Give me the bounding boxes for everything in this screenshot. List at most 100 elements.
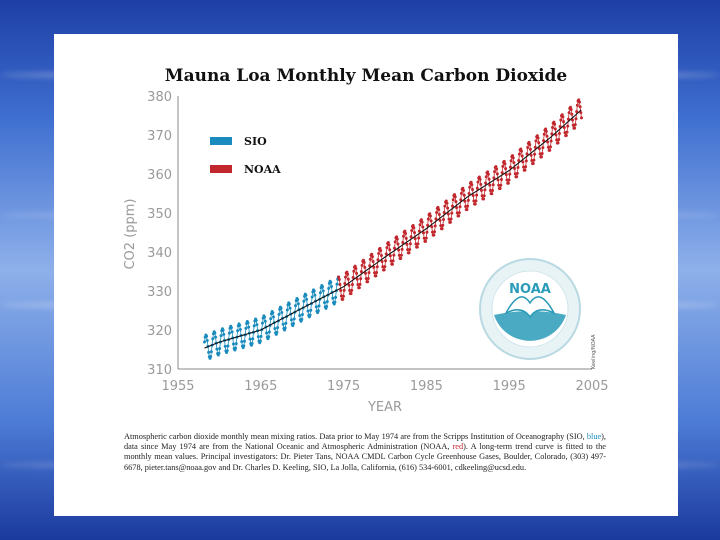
data-point-noaa [519,149,523,153]
data-point-noaa [491,183,495,187]
x-tick-label: 1965 [244,379,277,394]
data-point-sio [263,315,267,319]
data-point-noaa [529,153,533,157]
data-point-sio [335,282,339,286]
data-point-noaa [362,261,366,265]
data-point-noaa [517,152,521,156]
data-point-sio [313,293,317,297]
data-point-noaa [524,159,528,163]
data-point-noaa [387,243,391,247]
data-point-noaa [412,226,416,230]
data-point-noaa [370,255,374,259]
data-point-noaa [542,132,546,136]
data-point-noaa [366,276,370,280]
data-point-noaa [577,100,581,104]
data-point-noaa [337,277,341,281]
data-point-noaa [367,271,371,275]
data-point-noaa [482,194,486,198]
data-point-noaa [498,186,502,190]
data-point-sio [296,302,300,306]
co2-chart: 1955 1965 1975 1985 1995 2005 310 320 33… [123,90,609,415]
data-point-noaa [532,158,536,162]
data-point-noaa [562,125,566,129]
data-point-noaa [408,242,412,246]
data-point-sio [254,318,258,322]
data-point-noaa [553,127,557,131]
data-point-noaa [537,141,541,145]
data-point-sio [231,342,235,346]
data-point-sio [255,323,259,327]
data-point-noaa [366,280,370,284]
data-point-noaa [545,134,549,138]
data-point-noaa [496,178,500,182]
data-point-sio [242,344,246,348]
data-point-noaa [459,198,463,202]
data-point-sio [288,306,292,310]
data-point-noaa [546,140,550,144]
data-point-sio [219,334,223,338]
data-point-noaa [478,177,482,181]
data-point-sio [285,308,289,312]
data-point-noaa [509,159,513,163]
data-point-noaa [374,274,378,278]
data-point-sio [234,346,238,350]
data-point-noaa [378,246,382,250]
data-point-noaa [401,240,405,244]
data-point-sio [223,344,227,348]
data-point-sio [329,280,333,284]
data-point-sio [265,331,269,335]
data-point-noaa [492,176,496,180]
y-axis-label: CO2 (ppm) [123,198,138,269]
data-point-noaa [359,277,363,281]
data-point-noaa [388,254,392,258]
data-point-noaa [404,236,408,240]
data-point-sio [281,322,285,326]
data-point-noaa [537,147,541,151]
data-point-noaa [404,231,408,235]
data-point-noaa [504,173,508,177]
data-point-noaa [567,111,571,115]
data-point-noaa [503,162,507,166]
data-point-sio [298,313,302,317]
data-point-noaa [483,188,487,192]
data-point-noaa [476,180,480,184]
data-point-sio [302,299,306,303]
data-point-noaa [395,235,399,239]
data-point-noaa [573,123,577,127]
data-point-sio [248,337,252,341]
chart-marks [202,98,584,360]
data-point-noaa [413,231,417,235]
data-point-noaa [459,191,463,195]
y-tick-label: 310 [147,363,172,378]
data-point-sio [312,289,316,293]
data-point-noaa [516,166,520,170]
data-point-noaa [450,211,454,215]
data-point-noaa [461,186,465,190]
data-point-noaa [557,132,561,136]
data-point-sio [238,323,242,327]
data-point-noaa [433,224,437,228]
data-point-noaa [419,218,423,222]
data-point-noaa [409,235,413,239]
data-point-noaa [544,129,548,133]
x-axis-label: YEAR [367,400,402,415]
data-point-noaa [475,193,479,197]
data-point-noaa [533,152,537,156]
data-point-noaa [564,134,568,138]
data-point-noaa [493,170,497,174]
data-point-noaa [466,204,470,208]
data-point-noaa [421,225,425,229]
data-point-noaa [446,206,450,210]
data-point-noaa [497,183,501,187]
data-point-noaa [401,234,405,238]
data-point-noaa [457,211,461,215]
data-point-noaa [500,171,504,175]
data-point-noaa [361,258,365,262]
data-point-sio [256,335,260,339]
data-point-noaa [573,126,577,130]
data-point-noaa [424,236,428,240]
data-point-sio [238,327,242,331]
data-point-noaa [521,160,525,164]
data-point-sio [267,335,271,339]
data-point-noaa [544,127,548,131]
